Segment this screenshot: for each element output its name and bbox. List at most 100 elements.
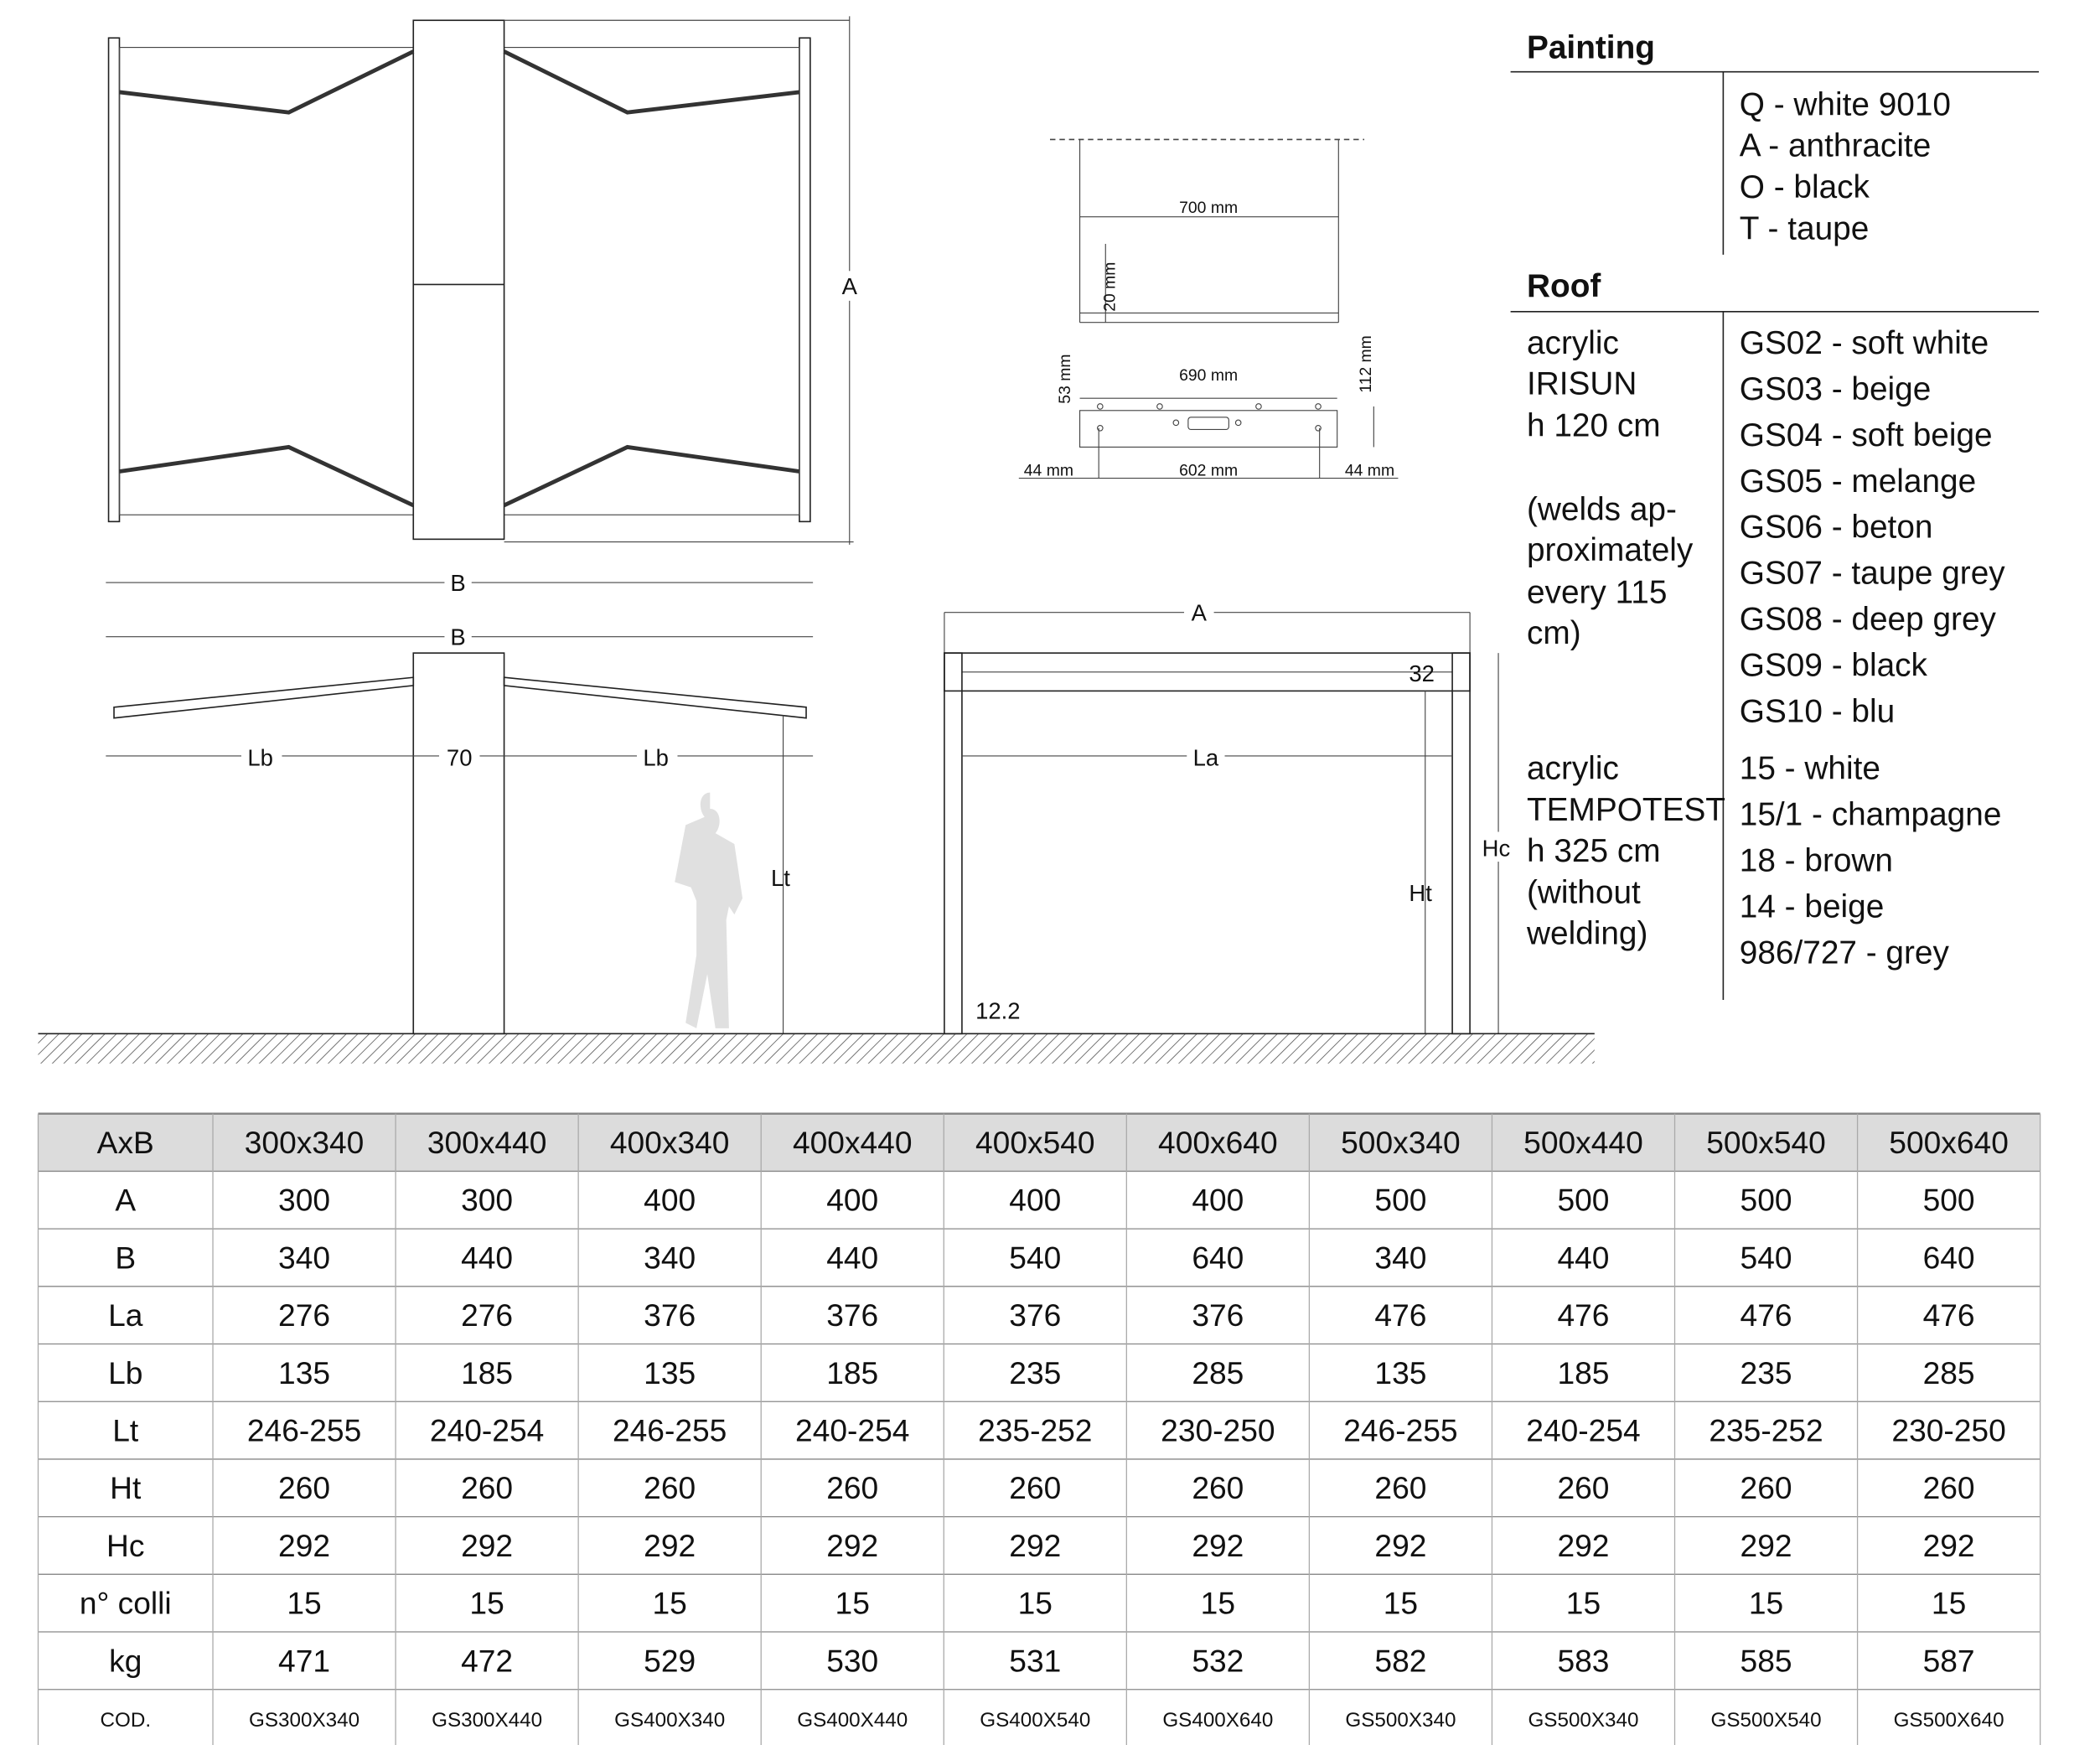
tempotest-desc-line: welding): [1526, 916, 1647, 952]
painting-option: O - black: [1740, 169, 1870, 205]
table-cell: 15: [469, 1586, 504, 1621]
tempotest-color: 14 - beige: [1740, 888, 1885, 924]
table-cell: GS500X640: [1894, 1709, 2004, 1732]
table-cell: GS500X340: [1345, 1709, 1456, 1732]
lb-left-label: Lb: [247, 744, 273, 770]
dim-44-left: 44 mm: [1024, 461, 1073, 479]
table-cell: 185: [1557, 1355, 1609, 1390]
table-cell: n° colli: [80, 1586, 172, 1621]
table-cell: 400: [826, 1183, 878, 1218]
irisun-desc-line: proximately: [1527, 532, 1694, 568]
table-cell: 292: [1741, 1528, 1792, 1563]
table-cell: 292: [1009, 1528, 1061, 1563]
irisun-color: GS04 - soft beige: [1740, 417, 1993, 453]
table-cell: COD.: [100, 1709, 151, 1732]
table-cell: 260: [1557, 1470, 1609, 1505]
table-cell: 640: [1923, 1240, 1975, 1275]
table-cell: 585: [1741, 1643, 1792, 1678]
table-header-cell: 500x640: [1889, 1125, 2009, 1160]
dim-32: 32: [1409, 660, 1435, 686]
table-cell: GS400X540: [980, 1709, 1090, 1732]
table-cell: 15: [1749, 1586, 1783, 1621]
table-cell: 640: [1192, 1240, 1244, 1275]
irisun-color: GS10 - blu: [1740, 694, 1895, 730]
irisun-desc-line: h 120 cm: [1527, 408, 1661, 444]
lt-label: Lt: [771, 865, 790, 891]
table-cell: 500: [1557, 1183, 1609, 1218]
table-cell: 246-255: [613, 1413, 727, 1448]
dim-a-label: A: [842, 273, 858, 299]
irisun-desc-line: every 115: [1527, 574, 1667, 610]
table-cell: 15: [835, 1586, 870, 1621]
table-cell: 285: [1923, 1355, 1975, 1390]
table-cell: 376: [644, 1297, 696, 1333]
table-cell: 472: [461, 1643, 513, 1678]
dim-44-right: 44 mm: [1345, 461, 1394, 479]
table-cell: 340: [644, 1240, 696, 1275]
table-cell: Lb: [108, 1355, 142, 1390]
table-header-cell: 400x440: [793, 1125, 913, 1160]
lb-right-label: Lb: [643, 744, 669, 770]
table-cell: A: [115, 1183, 136, 1218]
table-cell: 15: [1566, 1586, 1601, 1621]
table-cell: 235: [1741, 1355, 1792, 1390]
table-cell: 246-255: [247, 1413, 361, 1448]
table-header-cell: 500x340: [1341, 1125, 1461, 1160]
table-cell: 500: [1374, 1183, 1426, 1218]
table-cell: 300: [461, 1183, 513, 1218]
table-cell: 540: [1741, 1240, 1792, 1275]
dim-700: 700 mm: [1179, 199, 1238, 217]
irisun-desc-line: cm): [1527, 615, 1581, 651]
profile-detail: 700 mm 20 mm 690 mm 53 mm 112 mm 44 mm 6…: [1018, 138, 1399, 479]
table-cell: 476: [1741, 1297, 1792, 1333]
table-cell: 440: [826, 1240, 878, 1275]
table-cell: 583: [1557, 1643, 1609, 1678]
dim-20: 20 mm: [1101, 262, 1120, 312]
front-view: A 32 La Ht Hc 12.2: [944, 598, 1518, 1035]
painting-section: Painting Q - white 9010 A - anthracite O -…: [1510, 30, 2040, 255]
dim-690: 690 mm: [1179, 366, 1238, 385]
table-header-cell: 400x540: [975, 1125, 1095, 1160]
table-cell: 540: [1009, 1240, 1061, 1275]
roof-section: Roof acrylic IRISUN h 120 cm (welds ap-prox…: [1510, 268, 2040, 1000]
table-cell: 260: [644, 1470, 696, 1505]
table-cell: La: [108, 1297, 143, 1333]
table-header-cell: 500x440: [1523, 1125, 1643, 1160]
table-header-bg: [38, 1113, 2041, 1172]
table-cell: 582: [1374, 1643, 1426, 1678]
table-header-cell: 300x340: [245, 1125, 365, 1160]
table-cell: 400: [644, 1183, 696, 1218]
table-cell: 260: [1374, 1470, 1426, 1505]
table-cell: 235-252: [1709, 1413, 1823, 1448]
table-cell: 260: [1923, 1470, 1975, 1505]
table-cell: 276: [461, 1297, 513, 1333]
table-cell: 532: [1192, 1643, 1244, 1678]
table-cell: 15: [1384, 1586, 1418, 1621]
table-cell: Lt: [112, 1413, 139, 1448]
table-cell: 400: [1009, 1183, 1061, 1218]
table-cell: Hc: [106, 1528, 144, 1563]
table-cell: 260: [826, 1470, 878, 1505]
tempotest-desc-line: acrylic: [1527, 750, 1619, 786]
table-cell: 260: [461, 1470, 513, 1505]
table-header-cell: 400x640: [1158, 1125, 1278, 1160]
tempotest-color: 15/1 - champagne: [1740, 796, 2002, 832]
table-cell: 185: [461, 1355, 513, 1390]
table-cell: 440: [461, 1240, 513, 1275]
side-b-label: B: [450, 624, 465, 650]
table-cell: 246-255: [1343, 1413, 1457, 1448]
table-header-cell: 300x440: [427, 1125, 547, 1160]
table-cell: 135: [278, 1355, 330, 1390]
table-cell: 530: [826, 1643, 878, 1678]
table-cell: 240-254: [795, 1413, 909, 1448]
irisun-color: GS05 - melange: [1740, 463, 1976, 500]
la-label: La: [1193, 744, 1219, 770]
irisun-desc-line: IRISUN: [1527, 365, 1637, 401]
table-cell: 260: [1741, 1470, 1792, 1505]
table-cell: 292: [1923, 1528, 1975, 1563]
table-cell: 340: [1374, 1240, 1426, 1275]
table-cell: 135: [644, 1355, 696, 1390]
table-cell: GS500X340: [1528, 1709, 1638, 1732]
table-cell: 476: [1557, 1297, 1609, 1333]
